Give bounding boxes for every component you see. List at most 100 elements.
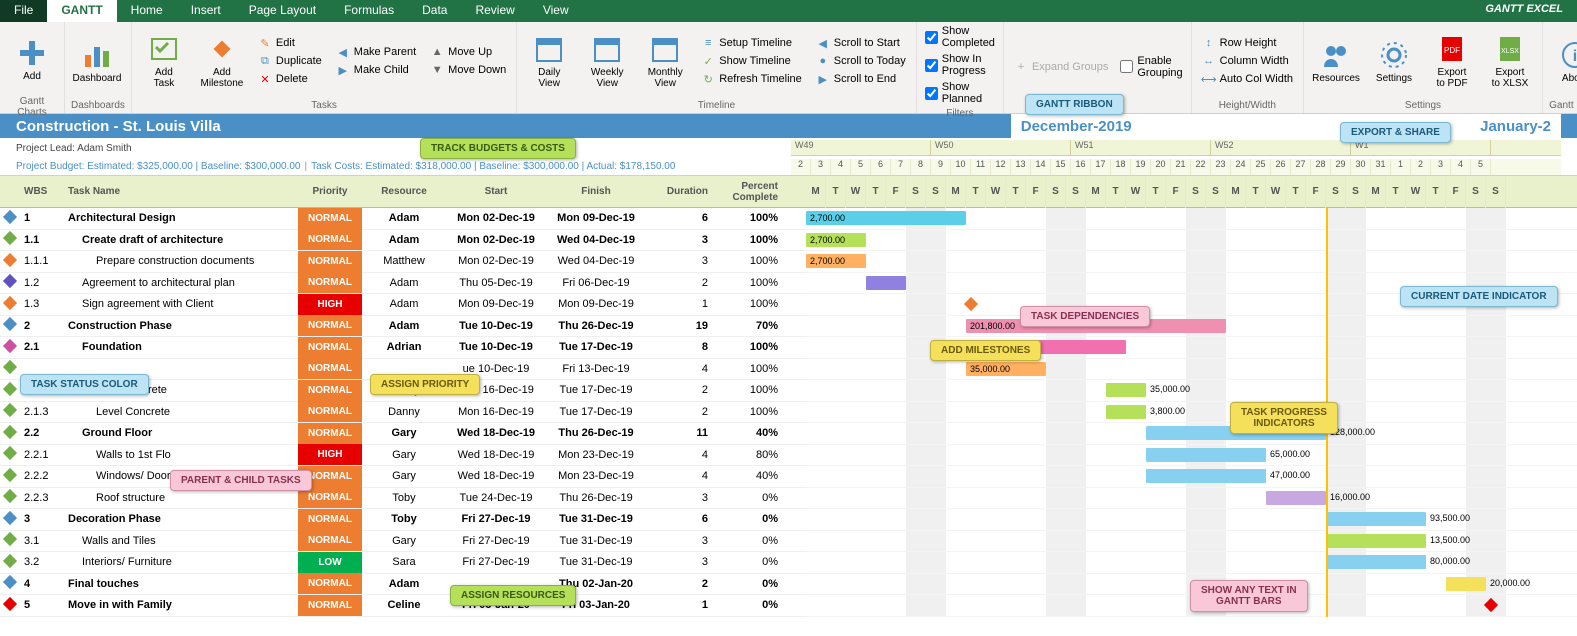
gantt-bar[interactable] bbox=[1146, 448, 1266, 462]
milestone-icon[interactable] bbox=[1484, 598, 1498, 612]
menu-tab-data[interactable]: Data bbox=[408, 0, 461, 22]
priority-pill[interactable]: NORMAL bbox=[298, 573, 362, 594]
gantt-bar[interactable] bbox=[1266, 491, 1326, 505]
weekly-view-btn[interactable]: WeeklyView bbox=[581, 26, 633, 96]
gantt-bar[interactable]: 73,800.00 bbox=[966, 340, 1126, 354]
setup-timeline-btn[interactable]: ≡Setup Timeline bbox=[697, 35, 806, 51]
show-completed-chk[interactable]: Show Completed bbox=[923, 24, 997, 50]
settings-btn[interactable]: Settings bbox=[1368, 26, 1420, 96]
task-row[interactable]: 2.2.3Roof structureNORMALTobyTue 24-Dec-… bbox=[0, 488, 806, 510]
menu-tab-gantt[interactable]: GANTT bbox=[47, 0, 116, 22]
show-timeline-btn[interactable]: ✓Show Timeline bbox=[697, 53, 806, 69]
menu-tab-review[interactable]: Review bbox=[461, 0, 528, 22]
scroll-start-btn[interactable]: ◀Scroll to Start bbox=[812, 35, 910, 51]
auto-col-btn[interactable]: ⟷Auto Col Width bbox=[1198, 71, 1297, 87]
priority-pill[interactable]: NORMAL bbox=[298, 509, 362, 530]
priority-pill[interactable]: NORMAL bbox=[298, 272, 362, 293]
menu-tab-file[interactable]: File bbox=[0, 0, 47, 22]
task-row[interactable]: 1.1.1Prepare construction documentsNORMA… bbox=[0, 251, 806, 273]
gantt-bar[interactable]: 35,000.00 bbox=[966, 362, 1046, 376]
priority-pill[interactable]: NORMAL bbox=[298, 337, 362, 358]
duplicate-btn[interactable]: ⧉Duplicate bbox=[254, 53, 326, 69]
delete-btn[interactable]: ✕Delete bbox=[254, 71, 326, 87]
svg-text:PDF: PDF bbox=[1444, 46, 1460, 55]
edit-btn[interactable]: ✎Edit bbox=[254, 35, 326, 51]
scroll-end-btn[interactable]: ▶Scroll to End bbox=[812, 71, 910, 87]
priority-pill[interactable]: NORMAL bbox=[298, 315, 362, 336]
task-row[interactable]: 4Final touchesNORMALAdamThu 02-Jan-2020% bbox=[0, 574, 806, 596]
priority-pill[interactable]: NORMAL bbox=[298, 380, 362, 401]
task-row[interactable]: 2.2.2Windows/ DoorNORMALGaryWed 18-Dec-1… bbox=[0, 466, 806, 488]
gantt-bar[interactable]: 2,700.00 bbox=[806, 211, 966, 225]
task-row[interactable]: 2.1FoundationNORMALAdrianTue 10-Dec-19Tu… bbox=[0, 337, 806, 359]
gantt-bar[interactable] bbox=[1326, 512, 1426, 526]
task-row[interactable]: NORMALue 10-Dec-19Fri 13-Dec-194100% bbox=[0, 359, 806, 381]
monthly-view-btn[interactable]: MonthlyView bbox=[639, 26, 691, 96]
gantt-bar[interactable] bbox=[1146, 426, 1326, 440]
task-row[interactable]: 2.2.1Walls to 1st FloHIGHGaryWed 18-Dec-… bbox=[0, 445, 806, 467]
add-btn[interactable]: Add bbox=[6, 24, 58, 94]
menu-tab-view[interactable]: View bbox=[529, 0, 583, 22]
gantt-bar[interactable] bbox=[1446, 577, 1486, 591]
export-pdf-btn[interactable]: PDFExportto PDF bbox=[1426, 26, 1478, 96]
priority-pill[interactable]: LOW bbox=[298, 552, 362, 573]
gantt-bar[interactable] bbox=[1146, 469, 1266, 483]
task-row[interactable]: 3.2Interiors/ FurnitureLOWSaraFri 27-Dec… bbox=[0, 552, 806, 574]
dow-cell: S bbox=[1486, 176, 1506, 208]
make-parent-btn[interactable]: ◀Make Parent bbox=[332, 44, 420, 60]
task-row[interactable]: 3Decoration PhaseNORMALTobyFri 27-Dec-19… bbox=[0, 509, 806, 531]
task-row[interactable]: 2.1.2Pour ConcreteNORMALDannyMon 16-Dec-… bbox=[0, 380, 806, 402]
daily-view-btn[interactable]: DailyView bbox=[523, 26, 575, 96]
task-row[interactable]: 1.1Create draft of architectureNORMALAda… bbox=[0, 230, 806, 252]
gantt-bar[interactable]: 2,700.00 bbox=[806, 254, 866, 268]
menu-tab-home[interactable]: Home bbox=[117, 0, 177, 22]
task-row[interactable]: 3.1Walls and TilesNORMALGaryFri 27-Dec-1… bbox=[0, 531, 806, 553]
row-height-btn[interactable]: ↕Row Height bbox=[1198, 35, 1297, 51]
refresh-timeline-btn[interactable]: ↻Refresh Timeline bbox=[697, 71, 806, 87]
menu-tab-insert[interactable]: Insert bbox=[177, 0, 235, 22]
col-width-btn[interactable]: ↔Column Width bbox=[1198, 53, 1297, 69]
task-row[interactable]: 2Construction PhaseNORMALAdamTue 10-Dec-… bbox=[0, 316, 806, 338]
show-inprogress-chk[interactable]: Show In Progress bbox=[923, 52, 997, 78]
priority-pill[interactable]: NORMAL bbox=[298, 595, 362, 616]
priority-pill[interactable]: HIGH bbox=[298, 294, 362, 315]
gantt-bar[interactable] bbox=[866, 276, 906, 290]
milestone-icon[interactable] bbox=[964, 297, 978, 311]
task-row[interactable]: 2.1.3Level ConcreteNORMALDannyMon 16-Dec… bbox=[0, 402, 806, 424]
task-row[interactable]: 2.2Ground FloorNORMALGaryWed 18-Dec-19Th… bbox=[0, 423, 806, 445]
task-row[interactable]: 1.2Agreement to architectural planNORMAL… bbox=[0, 273, 806, 295]
make-child-btn[interactable]: ▶Make Child bbox=[332, 62, 420, 78]
export-xlsx-btn[interactable]: XLSXExportto XLSX bbox=[1484, 26, 1536, 96]
task-row[interactable]: 5Move in with FamilyNORMALCelineFri 03-J… bbox=[0, 595, 806, 617]
gantt-bar[interactable] bbox=[1106, 383, 1146, 397]
priority-pill[interactable]: NORMAL bbox=[298, 423, 362, 444]
priority-pill[interactable]: NORMAL bbox=[298, 401, 362, 422]
menu-tab-page-layout[interactable]: Page Layout bbox=[235, 0, 330, 22]
show-planned-chk[interactable]: Show Planned bbox=[923, 80, 997, 106]
dashboard-btn[interactable]: Dashboard bbox=[71, 26, 123, 96]
priority-pill[interactable]: NORMAL bbox=[298, 358, 362, 379]
gantt-bar[interactable] bbox=[1106, 405, 1146, 419]
gantt-bar[interactable] bbox=[1326, 534, 1426, 548]
task-row[interactable]: 1Architectural DesignNORMALAdamMon 02-De… bbox=[0, 208, 806, 230]
priority-pill[interactable]: NORMAL bbox=[298, 251, 362, 272]
enable-grouping-chk[interactable]: Enable Grouping bbox=[1118, 54, 1184, 80]
resources-btn[interactable]: Resources bbox=[1310, 26, 1362, 96]
scroll-today-btn[interactable]: ●Scroll to Today bbox=[812, 53, 910, 69]
priority-pill[interactable]: HIGH bbox=[298, 444, 362, 465]
priority-pill[interactable]: NORMAL bbox=[298, 466, 362, 487]
move-down-btn[interactable]: ▼Move Down bbox=[426, 62, 510, 78]
move-up-btn[interactable]: ▲Move Up bbox=[426, 44, 510, 60]
gantt-bar[interactable]: 2,700.00 bbox=[806, 233, 866, 247]
priority-pill[interactable]: NORMAL bbox=[298, 487, 362, 508]
add-task-btn[interactable]: AddTask bbox=[138, 26, 190, 96]
menu-tab-formulas[interactable]: Formulas bbox=[330, 0, 408, 22]
priority-pill[interactable]: NORMAL bbox=[298, 530, 362, 551]
gantt-bar[interactable]: 201,800.00 bbox=[966, 319, 1226, 333]
priority-pill[interactable]: NORMAL bbox=[298, 208, 362, 229]
add-milestone-btn[interactable]: AddMilestone bbox=[196, 26, 248, 96]
task-row[interactable]: 1.3Sign agreement with ClientHIGHAdamMon… bbox=[0, 294, 806, 316]
gantt-bar[interactable] bbox=[1326, 555, 1426, 569]
about-btn[interactable]: iAbout bbox=[1549, 26, 1577, 96]
priority-pill[interactable]: NORMAL bbox=[298, 229, 362, 250]
